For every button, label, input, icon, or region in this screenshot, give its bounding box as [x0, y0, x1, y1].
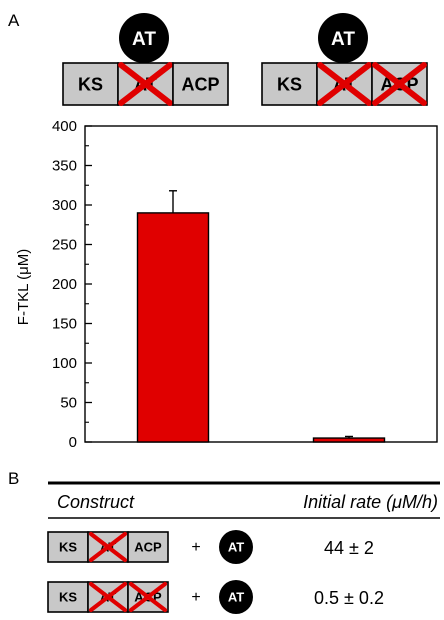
row-free-domain-label: AT: [228, 590, 244, 605]
panel-b-label: B: [8, 469, 19, 488]
header-initial-rate: Initial rate (μM/h): [303, 492, 438, 512]
rate-table: Construct Initial rate (μM/h) KS AT ACP + AT…: [47, 481, 440, 614]
row-cross-mark: [128, 581, 168, 613]
panel-a-label: A: [8, 11, 20, 30]
y-tick-label: 400: [52, 118, 77, 135]
construct-free-domain-circle: [318, 13, 368, 63]
construct-cross-mark: [372, 62, 427, 106]
row-domain-label: KS: [59, 540, 77, 555]
plus-sign: +: [191, 589, 200, 606]
y-tick-label: 300: [52, 197, 77, 214]
construct-domain-label: KS: [277, 74, 302, 94]
bar: [136, 212, 210, 443]
row-cross-mark: [88, 581, 128, 613]
construct-cross-mark: [118, 62, 173, 106]
bars: [136, 190, 386, 443]
y-tick-label: 100: [52, 355, 77, 372]
y-axis: 0 50 100 150 200 250 300 350 400: [52, 118, 92, 451]
initial-rate-value: 0.5 ± 0.2: [314, 588, 384, 608]
bar-chart: 0 50 100 150 200 250 300 350 400 F-TKL (μM): [15, 118, 438, 451]
construct-cross-mark: [317, 62, 372, 106]
y-tick-label: 150: [52, 316, 77, 333]
row-free-domain-circle: [219, 530, 253, 564]
y-axis-label: F-TKL (μM): [15, 249, 32, 325]
y-tick-label: 200: [52, 276, 77, 293]
row-free-domain-label: AT: [228, 540, 244, 555]
construct-free-domain-circle: [119, 13, 169, 63]
y-tick-label: 0: [69, 434, 77, 451]
row-cross-mark: [88, 531, 128, 563]
initial-rate-value: 44 ± 2: [324, 538, 374, 558]
construct-free-domain-label: AT: [132, 29, 156, 50]
construct-free-domain-label: AT: [331, 29, 355, 50]
row-domain-box: [47, 581, 89, 613]
construct-domain-box: [62, 62, 119, 106]
row-domain-box: [127, 531, 169, 563]
row-domain-label: KS: [59, 590, 77, 605]
header-construct: Construct: [57, 492, 135, 512]
panel-a-constructs: KSATACPATKSATACPAT: [62, 13, 428, 106]
plus-sign: +: [191, 539, 200, 556]
y-tick-label: 350: [52, 158, 77, 175]
y-tick-label: 250: [52, 237, 77, 254]
row-domain-label: ACP: [134, 540, 162, 555]
construct-domain-label: KS: [78, 74, 103, 94]
bar: [312, 437, 386, 443]
construct-domain-box: [172, 62, 229, 106]
row-free-domain-circle: [219, 580, 253, 614]
y-tick-label: 50: [60, 395, 77, 412]
construct-domain-label: ACP: [181, 74, 219, 94]
